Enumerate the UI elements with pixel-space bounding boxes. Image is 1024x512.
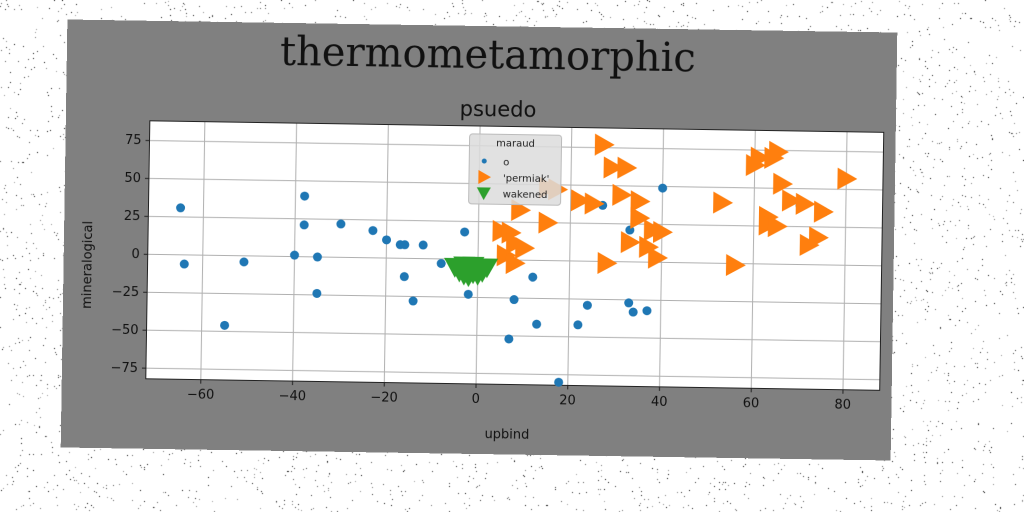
data-point-o: [368, 226, 378, 236]
data-point-o: [436, 259, 446, 269]
plot-area: −60 −40 −20 0 20 40 60 80 −75 −50 −25 0 25 50 75 maraud…: [110, 120, 885, 413]
data-point-permiak: [768, 140, 789, 163]
data-point-o: [300, 191, 310, 201]
x-grid-line: [200, 121, 206, 380]
data-point-permiak: [652, 220, 673, 243]
data-point-o: [239, 257, 249, 267]
data-point-o: [382, 235, 392, 245]
data-point-o: [554, 377, 564, 387]
data-point-o: [573, 320, 583, 330]
x-grid-line: [383, 124, 389, 383]
y-grid-line: [146, 329, 881, 343]
y-tick-label: 50: [124, 171, 141, 186]
legend-entry-label: o: [503, 157, 509, 168]
data-point-permiak: [617, 156, 638, 179]
x-tick-label: −20: [370, 390, 398, 405]
chart-title: psuedo: [460, 97, 537, 122]
data-point-o: [628, 307, 638, 317]
chart-suptitle: thermometamorphic: [280, 29, 697, 82]
y-tick-label: −75: [110, 361, 138, 376]
legend-marker: [476, 187, 491, 201]
data-point-permiak: [603, 156, 624, 179]
data-point-permiak: [773, 172, 793, 195]
data-point-o: [642, 306, 652, 316]
data-point-permiak: [597, 251, 618, 274]
data-point-permiak: [713, 191, 734, 214]
legend-marker: [481, 158, 487, 164]
x-tick-label: 0: [472, 392, 481, 407]
x-axis-label: upbind: [484, 427, 529, 443]
x-grid-line: [567, 127, 573, 386]
data-point-permiak: [570, 189, 591, 212]
data-point-permiak: [767, 215, 788, 238]
data-point-permiak: [725, 253, 746, 276]
data-point-permiak: [584, 192, 605, 215]
data-point-o: [290, 250, 300, 260]
y-grid-line: [145, 367, 880, 381]
x-grid-line: [750, 130, 756, 389]
data-point-permiak: [630, 206, 651, 229]
data-point-permiak: [612, 183, 633, 206]
data-point-o: [312, 252, 322, 262]
legend-box: [468, 133, 563, 206]
data-point-o: [504, 334, 514, 344]
x-tick-label: −60: [187, 387, 215, 402]
data-point-o: [532, 319, 542, 329]
data-point-permiak: [505, 252, 526, 275]
data-point-o: [400, 240, 410, 250]
data-point-permiak: [515, 236, 536, 259]
axes-frame: [145, 120, 885, 391]
legend-title: maraud: [496, 138, 535, 150]
data-point-o: [408, 296, 418, 306]
data-point-o: [509, 295, 519, 305]
legend-entry-label: wakened: [503, 189, 548, 201]
data-point-o: [658, 183, 668, 193]
legend-entry-label: 'permiak': [503, 173, 550, 185]
data-point-o: [179, 259, 189, 269]
figure: thermometamorphic psuedo −60 −40 −20 0 20 40 6…: [60, 19, 898, 461]
scatter-chart: thermometamorphic psuedo −60 −40 −20 0 20 40 6…: [60, 19, 898, 461]
x-tick-label: 60: [743, 396, 760, 411]
data-point-o: [336, 219, 346, 229]
data-point-permiak: [630, 190, 651, 213]
data-point-o: [220, 320, 230, 330]
data-point-permiak: [638, 235, 659, 258]
x-tick-label: 80: [834, 398, 851, 413]
data-point-permiak: [781, 189, 802, 212]
data-point-permiak: [647, 246, 668, 269]
data-point-o: [399, 272, 409, 282]
data-point-o: [299, 220, 309, 230]
data-point-permiak: [813, 200, 834, 223]
data-point-permiak: [594, 133, 615, 156]
y-axis-label: mineralogical: [80, 221, 96, 309]
data-point-permiak: [799, 233, 820, 256]
data-point-o: [582, 300, 592, 310]
data-point-o: [463, 289, 473, 299]
y-tick-label: 0: [131, 247, 140, 262]
data-point-permiak: [750, 146, 771, 169]
data-point-permiak: [620, 231, 641, 254]
data-point-o: [528, 272, 538, 282]
data-point-o: [176, 203, 186, 213]
x-tick-label: 20: [559, 393, 576, 408]
data-point-o: [460, 227, 470, 237]
data-point-o: [418, 240, 428, 250]
data-point-o: [312, 288, 322, 298]
data-point-wakened: [457, 267, 480, 288]
x-tick-label: −40: [278, 389, 306, 404]
data-point-permiak: [795, 192, 816, 215]
data-point-permiak: [538, 211, 559, 234]
y-tick-label: −25: [112, 285, 140, 300]
data-point-permiak: [837, 167, 858, 190]
y-tick-label: 25: [124, 209, 141, 224]
data-point-o: [624, 298, 634, 308]
y-tick-label: 75: [125, 133, 142, 148]
x-tick-label: 40: [651, 395, 668, 410]
y-tick-label: −50: [111, 323, 139, 338]
legend-marker: [478, 169, 491, 184]
